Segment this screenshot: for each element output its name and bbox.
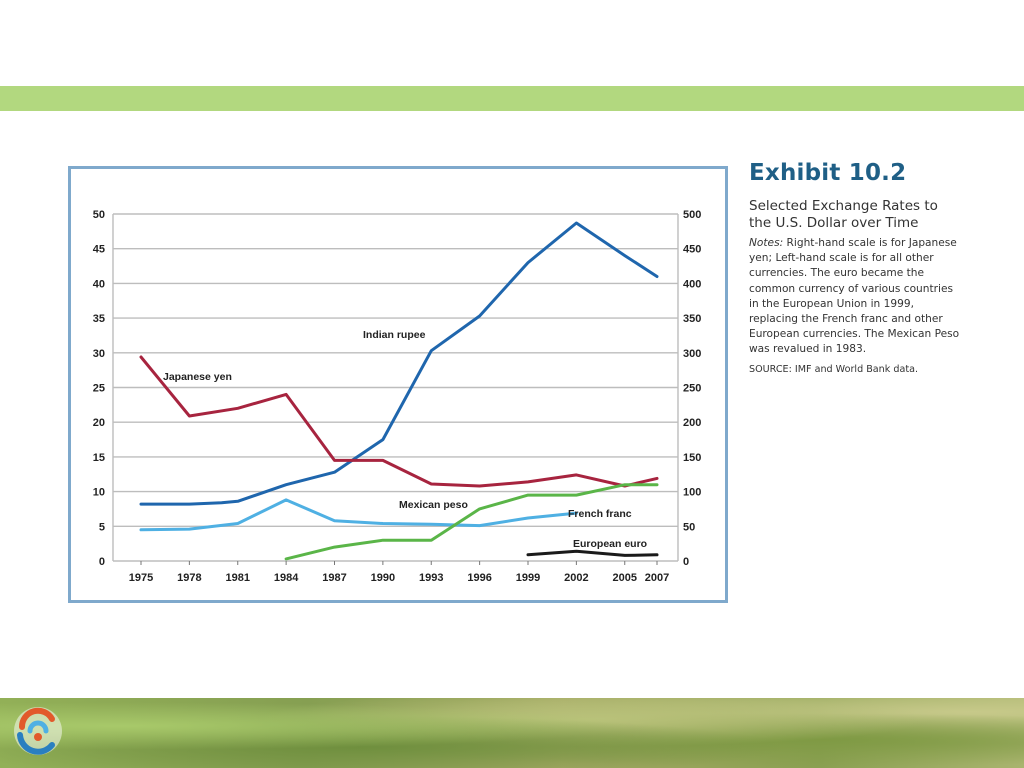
right-tick-label: 100 [683, 487, 701, 499]
x-tick-label: 1975 [129, 572, 153, 584]
series-label-japanese-yen: Japanese yen [163, 371, 232, 383]
right-tick-label: 400 [683, 278, 701, 290]
right-tick-label: 350 [683, 313, 701, 325]
x-tick-label: 1981 [226, 572, 250, 584]
right-tick-label: 250 [683, 383, 701, 395]
bottom-grass-banner [0, 698, 1024, 768]
circular-swirl-logo-icon [14, 707, 62, 755]
exhibit-notes: Notes: Right-hand scale is for Japanese … [749, 236, 964, 358]
notes-label: Notes: [749, 237, 784, 249]
notes-text: Right-hand scale is for Japanese yen; Le… [749, 237, 960, 356]
x-tick-label: 1978 [177, 572, 201, 584]
left-tick-label: 15 [93, 452, 105, 464]
left-tick-label: 20 [93, 417, 105, 429]
exhibit-title: Exhibit 10.2 [749, 160, 907, 186]
right-tick-label: 500 [683, 209, 701, 221]
left-tick-label: 45 [93, 244, 105, 256]
series-label-european-euro: European euro [573, 538, 647, 550]
right-tick-label: 200 [683, 417, 701, 429]
right-tick-label: 450 [683, 244, 701, 256]
chart-frame: 0 5 10 15 20 25 30 35 40 45 50 0 50 100 150 200 250 300 3… [68, 166, 728, 603]
x-tick-label: 1990 [371, 572, 395, 584]
grid-lines [112, 213, 679, 562]
x-tick-label: 1987 [322, 572, 346, 584]
left-tick-label: 40 [93, 278, 105, 290]
x-tick-label: 1993 [419, 572, 443, 584]
series-line-mexican-peso [139, 498, 578, 532]
left-tick-label: 35 [93, 313, 105, 325]
x-tick-label: 2007 [645, 572, 669, 584]
left-tick-label: 0 [99, 556, 105, 568]
x-tick-label: 1984 [274, 572, 299, 584]
exhibit-subtitle: Selected Exchange Rates to the U.S. Doll… [749, 198, 938, 231]
left-tick-label: 10 [93, 487, 105, 499]
series-label-french-franc: French franc [568, 508, 632, 520]
series-line-japanese-yen [139, 355, 659, 488]
exhibit-source: SOURCE: IMF and World Bank data. [749, 363, 919, 375]
series-labels: Indian rupee Japanese yen Mexican peso Fren… [163, 329, 647, 550]
x-tick-label: 2005 [613, 572, 637, 584]
right-axis: 0 50 100 150 200 250 300 350 400 450 500 [683, 209, 701, 568]
top-accent-band [0, 86, 1024, 111]
right-tick-label: 150 [683, 452, 701, 464]
left-tick-label: 30 [93, 348, 105, 360]
right-tick-label: 0 [683, 556, 689, 568]
series-label-mexican-peso: Mexican peso [399, 499, 468, 511]
series-lines [139, 221, 659, 561]
left-axis: 0 5 10 15 20 25 30 35 40 45 50 [93, 209, 105, 568]
series-line-european-euro [526, 549, 659, 557]
right-tick-label: 300 [683, 348, 701, 360]
x-tick-label: 1996 [467, 572, 491, 584]
exhibit-caption-panel: Exhibit 10.2 Selected Exchange Rates to … [749, 160, 964, 375]
left-tick-label: 5 [99, 521, 105, 533]
series-label-indian-rupee: Indian rupee [363, 329, 426, 341]
x-axis: 1975 1978 1981 1984 1987 1990 1993 1996 1999 2002… [129, 561, 669, 584]
left-tick-label: 50 [93, 209, 105, 221]
series-line-indian-rupee [139, 221, 659, 506]
x-tick-label: 2002 [564, 572, 588, 584]
series-line-french-franc [284, 483, 659, 561]
exchange-rate-chart: 0 5 10 15 20 25 30 35 40 45 50 0 50 100 150 200 250 300 3… [93, 209, 702, 584]
x-tick-label: 1999 [516, 572, 540, 584]
left-tick-label: 25 [93, 383, 105, 395]
right-tick-label: 50 [683, 521, 695, 533]
